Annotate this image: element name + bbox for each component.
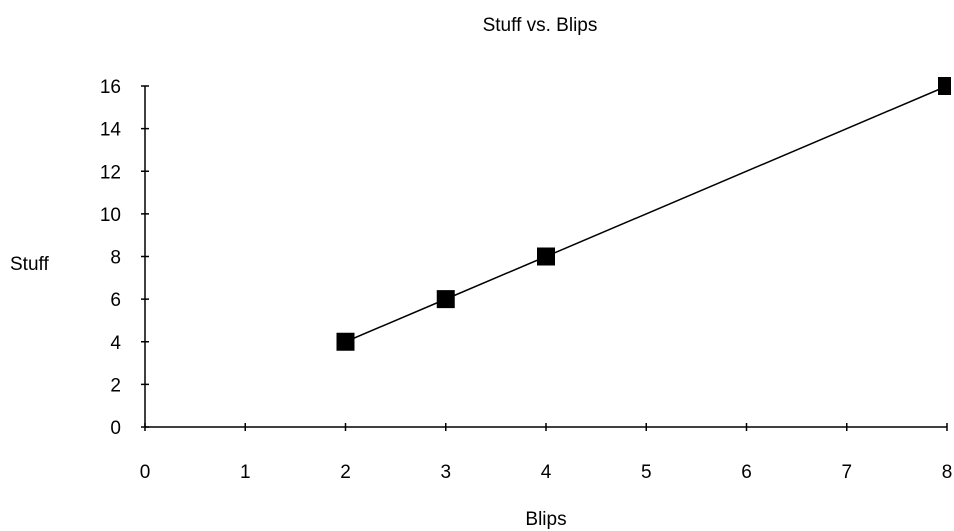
y-tick-label: 14: [100, 120, 122, 141]
y-tick-label: 16: [100, 77, 121, 98]
x-tick-label: 2: [340, 462, 351, 483]
series-line: [345, 85, 948, 343]
y-tick-label: 12: [100, 162, 121, 183]
y-tick-label: 8: [110, 248, 121, 269]
x-tick-label: 3: [440, 462, 451, 483]
y-tick-label: 0: [110, 418, 121, 439]
x-tick-label: 6: [741, 462, 752, 483]
x-tick-label: 7: [841, 462, 852, 483]
y-tick-label: 10: [100, 205, 121, 226]
x-tick-label: 0: [140, 462, 151, 483]
x-tick-label: 1: [240, 462, 251, 483]
x-axis-label: Blips: [525, 509, 566, 530]
data-point-marker: [938, 77, 951, 95]
series-layer: [336, 77, 951, 351]
x-tick-label: 8: [942, 462, 953, 483]
chart-title: Stuff vs. Blips: [483, 15, 598, 36]
x-tick-label: 5: [641, 462, 652, 483]
y-tick-label: 6: [110, 290, 121, 311]
data-point-marker: [537, 247, 555, 266]
data-point-marker: [336, 332, 355, 351]
y-axis-label: Stuff: [10, 254, 49, 275]
y-tick-label: 4: [110, 333, 121, 354]
y-tick-label: 2: [110, 375, 121, 396]
data-point-marker: [436, 290, 455, 309]
x-tick-label: 4: [541, 462, 552, 483]
